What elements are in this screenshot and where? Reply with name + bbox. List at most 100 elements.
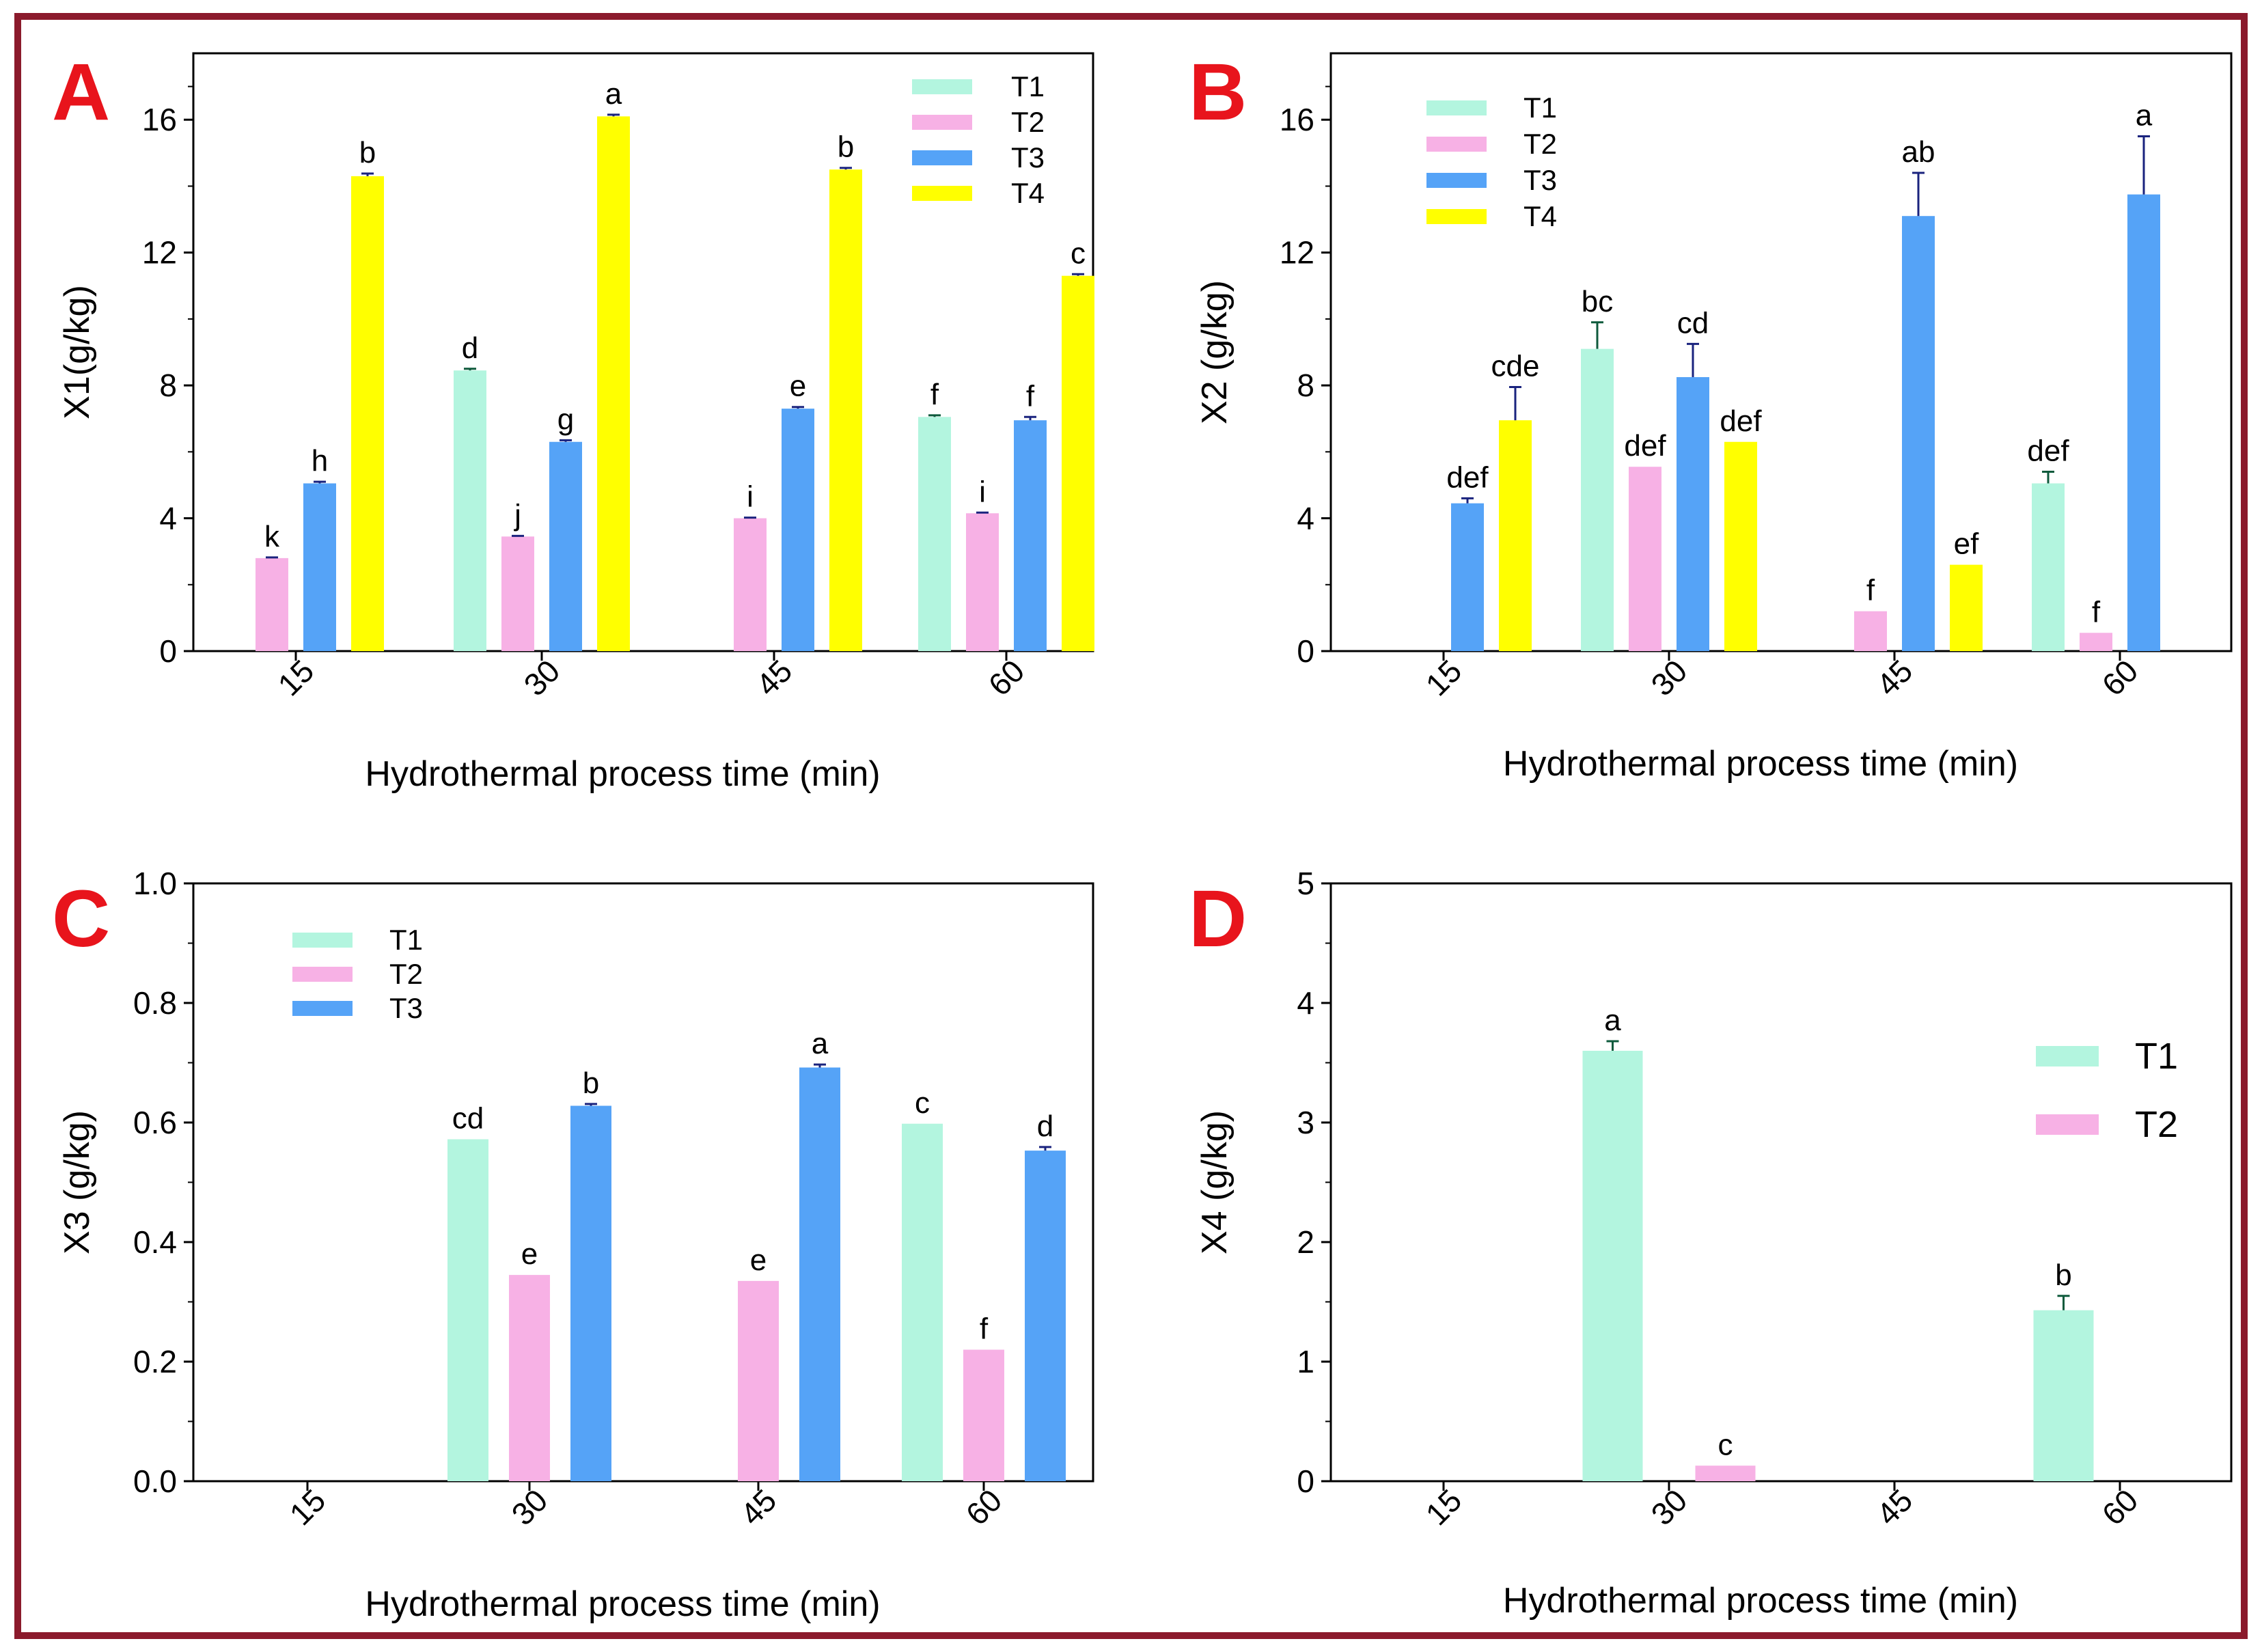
significance-label: cd (1677, 306, 1709, 340)
y-tick-label: 16 (1280, 102, 1314, 137)
bar-t4-15 (351, 176, 384, 652)
bar-t3-30 (1677, 376, 1709, 651)
y-tick-label: 0.2 (133, 1344, 177, 1379)
panel-letter-c: C (52, 874, 110, 964)
bar-t1-30 (1582, 1051, 1643, 1481)
bar-t4-45 (829, 169, 862, 651)
y-tick-label: 12 (142, 235, 177, 271)
bar-t1-30 (1581, 348, 1614, 651)
y-axis-title: X3 (g/kg) (57, 1110, 97, 1254)
legend-swatch (292, 933, 353, 948)
bar-t2-60 (963, 1349, 1004, 1481)
bar-t2-60 (966, 513, 999, 651)
bar-t3-45 (799, 1067, 840, 1481)
significance-label: f (1866, 574, 1875, 607)
significance-label: e (521, 1237, 538, 1271)
bar-t3-60 (1025, 1151, 1066, 1481)
x-axis-title: Hydrothermal process time (min) (365, 1584, 880, 1624)
significance-label: c (1718, 1428, 1733, 1461)
y-tick-label: 4 (1297, 985, 1314, 1021)
y-tick-label: 0 (159, 633, 177, 669)
bar-t2-30 (1695, 1465, 1756, 1481)
legend-label: T2 (1011, 106, 1045, 138)
y-tick-label: 1 (1297, 1344, 1314, 1379)
significance-label: def (1446, 460, 1489, 494)
significance-label: def (1624, 429, 1666, 463)
significance-label: cd (452, 1102, 484, 1135)
legend-swatch (1426, 100, 1487, 115)
y-tick-label: 0.4 (133, 1224, 177, 1260)
significance-label: a (812, 1027, 829, 1060)
y-tick-label: 2 (1297, 1224, 1314, 1260)
legend-label: T2 (389, 958, 423, 990)
x-axis-title: Hydrothermal process time (min) (365, 754, 880, 794)
y-tick-label: 4 (1297, 501, 1314, 536)
y-tick-label: 1.0 (133, 866, 177, 901)
bar-t2-45 (1854, 611, 1887, 651)
bar-t2-60 (2080, 633, 2112, 651)
legend-label: T3 (389, 992, 423, 1024)
bar-t1-60 (902, 1123, 943, 1481)
bar-t1-30 (447, 1139, 488, 1481)
y-tick-label: 0.6 (133, 1105, 177, 1140)
bar-t1-30 (454, 370, 486, 651)
legend-label: T3 (1011, 141, 1045, 174)
significance-label: j (513, 498, 521, 532)
figure-frame (14, 13, 2248, 1639)
significance-label: i (747, 480, 754, 514)
y-tick-label: 5 (1297, 866, 1314, 901)
y-tick-label: 8 (1297, 368, 1314, 403)
bar-t2-45 (734, 518, 767, 651)
significance-label: b (838, 130, 854, 164)
bar-t3-60 (2127, 194, 2160, 651)
significance-label: f (2092, 595, 2101, 629)
significance-label: i (979, 475, 986, 508)
bar-t4-30 (1724, 441, 1757, 651)
legend-swatch (912, 115, 972, 130)
bar-t2-45 (738, 1280, 779, 1481)
significance-label: b (583, 1066, 599, 1100)
y-tick-label: 12 (1280, 235, 1314, 271)
significance-label: cde (1491, 350, 1540, 383)
legend-swatch (2036, 1046, 2099, 1066)
legend-label: T1 (1523, 92, 1557, 124)
legend-swatch (912, 186, 972, 201)
panel-letter-a: A (52, 47, 110, 137)
bar-t1-60 (2033, 1310, 2094, 1481)
legend-swatch (912, 79, 972, 94)
bar-t3-15 (303, 483, 336, 651)
bar-t4-60 (1062, 275, 1094, 651)
significance-label: e (750, 1243, 767, 1277)
legend-swatch (1426, 209, 1487, 224)
bar-t2-30 (1629, 467, 1661, 651)
bar-t4-15 (1499, 420, 1532, 651)
bar-t2-15 (256, 557, 288, 651)
significance-label: d (462, 331, 478, 365)
significance-label: a (605, 77, 622, 111)
bar-t4-30 (597, 116, 630, 652)
significance-label: f (980, 1312, 989, 1346)
legend-swatch (1426, 173, 1487, 188)
y-tick-label: 3 (1297, 1105, 1314, 1140)
bar-t3-60 (1014, 420, 1047, 651)
bar-t1-60 (918, 417, 951, 651)
significance-label: e (790, 370, 806, 403)
significance-label: a (2136, 99, 2153, 133)
plot-area (1329, 52, 2233, 652)
y-axis-title: X2 (g/kg) (1195, 280, 1235, 424)
significance-label: b (359, 136, 376, 169)
significance-label: g (557, 402, 574, 436)
legend-label: T3 (1523, 164, 1557, 196)
legend-label: T2 (1523, 128, 1557, 160)
y-tick-label: 16 (142, 102, 177, 137)
legend-swatch (2036, 1114, 2099, 1135)
legend: T1 T2 (2036, 1036, 2178, 1145)
legend-swatch (292, 967, 353, 982)
bar-t3-30 (570, 1105, 611, 1481)
